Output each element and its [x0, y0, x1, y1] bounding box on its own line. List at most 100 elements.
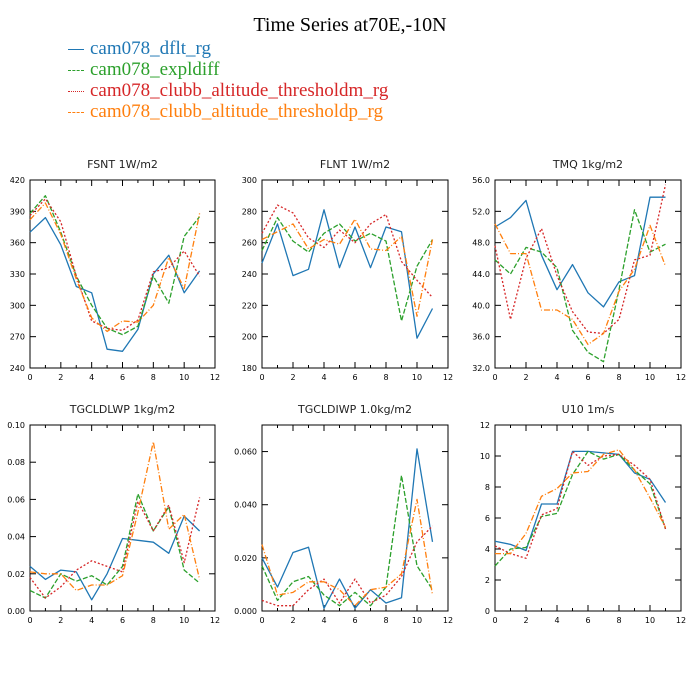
y-tick-label: 0.02 — [7, 570, 25, 579]
x-tick-label: 8 — [383, 616, 388, 625]
figure-title: Time Series at70E,-10N — [253, 14, 447, 36]
y-tick-label: 260 — [242, 239, 257, 248]
y-tick-label: 200 — [242, 333, 257, 342]
y-tick-label: 240 — [242, 270, 257, 279]
x-tick-label: 4 — [89, 616, 94, 625]
chart-panel-4: TGCLDLWP 1kg/m2 0 2 4 6 8 10 12 0.00 0.02 0.04 0.06… — [7, 403, 220, 625]
chart-title: FLNT 1W/m2 — [320, 158, 390, 171]
chart-title: TGCLDLWP 1kg/m2 — [69, 403, 175, 416]
legend-swatch — [68, 91, 84, 92]
y-tick-label: 300 — [10, 301, 25, 310]
legend-label: cam078_expldiff — [90, 59, 220, 80]
legend-label: cam078_clubb_altitude_thresholdm_rg — [90, 80, 389, 101]
legend-entry-dflt: cam078_dflt_rg — [68, 38, 388, 59]
x-tick-label: 8 — [616, 373, 621, 382]
y-tick-label: 420 — [10, 176, 25, 185]
series-line-2 — [261, 474, 434, 607]
y-tick-label: 270 — [10, 333, 25, 342]
plot-frame — [494, 179, 682, 369]
plot-frame — [29, 424, 216, 612]
y-tick-label: 8 — [485, 483, 490, 492]
plot-frame — [261, 424, 449, 612]
y-tick-label: 48.0 — [472, 239, 490, 248]
x-tick-label: 10 — [412, 373, 422, 382]
x-tick-label: 2 — [58, 616, 63, 625]
y-tick-label: 32.0 — [472, 364, 490, 373]
x-tick-label: 4 — [89, 373, 94, 382]
x-tick-label: 2 — [58, 373, 63, 382]
y-tick-label: 360 — [10, 239, 25, 248]
chart-title: TMQ 1kg/m2 — [552, 158, 623, 171]
y-tick-label: 6 — [485, 514, 490, 523]
series-line-4 — [495, 449, 667, 555]
legend-swatch — [68, 112, 84, 113]
y-tick-label: 220 — [242, 301, 257, 310]
x-tick-label: 10 — [645, 616, 655, 625]
x-tick-label: 4 — [554, 616, 559, 625]
y-tick-label: 0.000 — [234, 607, 257, 616]
legend: cam078_dflt_rg cam078_expldiff cam078_cl… — [68, 38, 388, 122]
y-tick-label: 280 — [242, 207, 257, 216]
x-tick-label: 8 — [151, 616, 156, 625]
y-tick-label: 240 — [10, 364, 25, 373]
y-tick-label: 0.060 — [234, 448, 257, 457]
legend-swatch — [68, 70, 84, 71]
y-tick-label: 52.0 — [472, 207, 490, 216]
x-tick-label: 6 — [352, 616, 357, 625]
series-line-2 — [494, 209, 666, 363]
series-line-4 — [261, 218, 434, 317]
x-tick-label: 12 — [210, 616, 220, 625]
x-tick-label: 10 — [179, 616, 189, 625]
y-tick-label: 0.00 — [7, 607, 25, 616]
y-tick-label: 4 — [485, 545, 490, 554]
chart-panel-1: FSNT 1W/m2 0 2 4 6 8 10 12 240 270 300 330 360 390 420 — [10, 158, 220, 382]
x-tick-label: 6 — [585, 373, 590, 382]
series-line-2 — [29, 493, 201, 599]
y-tick-label: 0.06 — [7, 495, 25, 504]
legend-swatch — [68, 49, 84, 50]
chart-title: FSNT 1W/m2 — [87, 158, 158, 171]
chart-panel-6: U10 1m/s 0 2 4 6 8 10 12 0 2 4 6 8 10 12 — [480, 403, 686, 625]
chart-title: U10 1m/s — [562, 403, 615, 416]
series-line-1 — [261, 209, 434, 339]
x-tick-label: 2 — [290, 616, 295, 625]
y-tick-label: 0.040 — [234, 501, 257, 510]
y-tick-label: 0.04 — [7, 533, 25, 542]
y-tick-label: 56.0 — [472, 176, 490, 185]
x-tick-label: 2 — [523, 373, 528, 382]
x-tick-label: 12 — [676, 616, 686, 625]
series-line-2 — [29, 195, 201, 336]
series-line-3 — [29, 198, 201, 332]
y-tick-label: 180 — [242, 364, 257, 373]
y-tick-label: 40.0 — [472, 301, 490, 310]
x-tick-label: 8 — [616, 616, 621, 625]
x-tick-label: 0 — [259, 616, 264, 625]
x-tick-label: 4 — [554, 373, 559, 382]
y-tick-label: 0.08 — [7, 458, 25, 467]
y-tick-label: 10 — [480, 452, 490, 461]
y-tick-label: 2 — [485, 576, 490, 585]
y-tick-label: 36.0 — [472, 333, 490, 342]
series-line-4 — [29, 202, 201, 333]
x-tick-label: 0 — [27, 373, 32, 382]
x-tick-label: 4 — [321, 373, 326, 382]
chart-panel-5: TGCLDIWP 1.0kg/m2 0 2 4 6 8 10 12 0.000 0.020 0.04… — [234, 403, 453, 625]
chart-title: TGCLDIWP 1.0kg/m2 — [297, 403, 412, 416]
y-tick-label: 0.020 — [234, 554, 257, 563]
series-line-3 — [29, 497, 201, 599]
x-tick-label: 0 — [27, 616, 32, 625]
legend-entry-thresholdm: cam078_clubb_altitude_thresholdm_rg — [68, 80, 388, 101]
x-tick-label: 2 — [290, 373, 295, 382]
series-line-3 — [494, 450, 667, 559]
x-tick-label: 4 — [321, 616, 326, 625]
series-line-1 — [29, 515, 201, 601]
x-tick-label: 6 — [120, 616, 125, 625]
series-line-4 — [29, 441, 201, 592]
x-tick-label: 10 — [179, 373, 189, 382]
x-tick-label: 6 — [585, 616, 590, 625]
x-tick-label: 2 — [523, 616, 528, 625]
x-tick-label: 10 — [412, 616, 422, 625]
plot-frame — [494, 424, 682, 612]
x-tick-label: 8 — [383, 373, 388, 382]
x-tick-label: 10 — [645, 373, 655, 382]
